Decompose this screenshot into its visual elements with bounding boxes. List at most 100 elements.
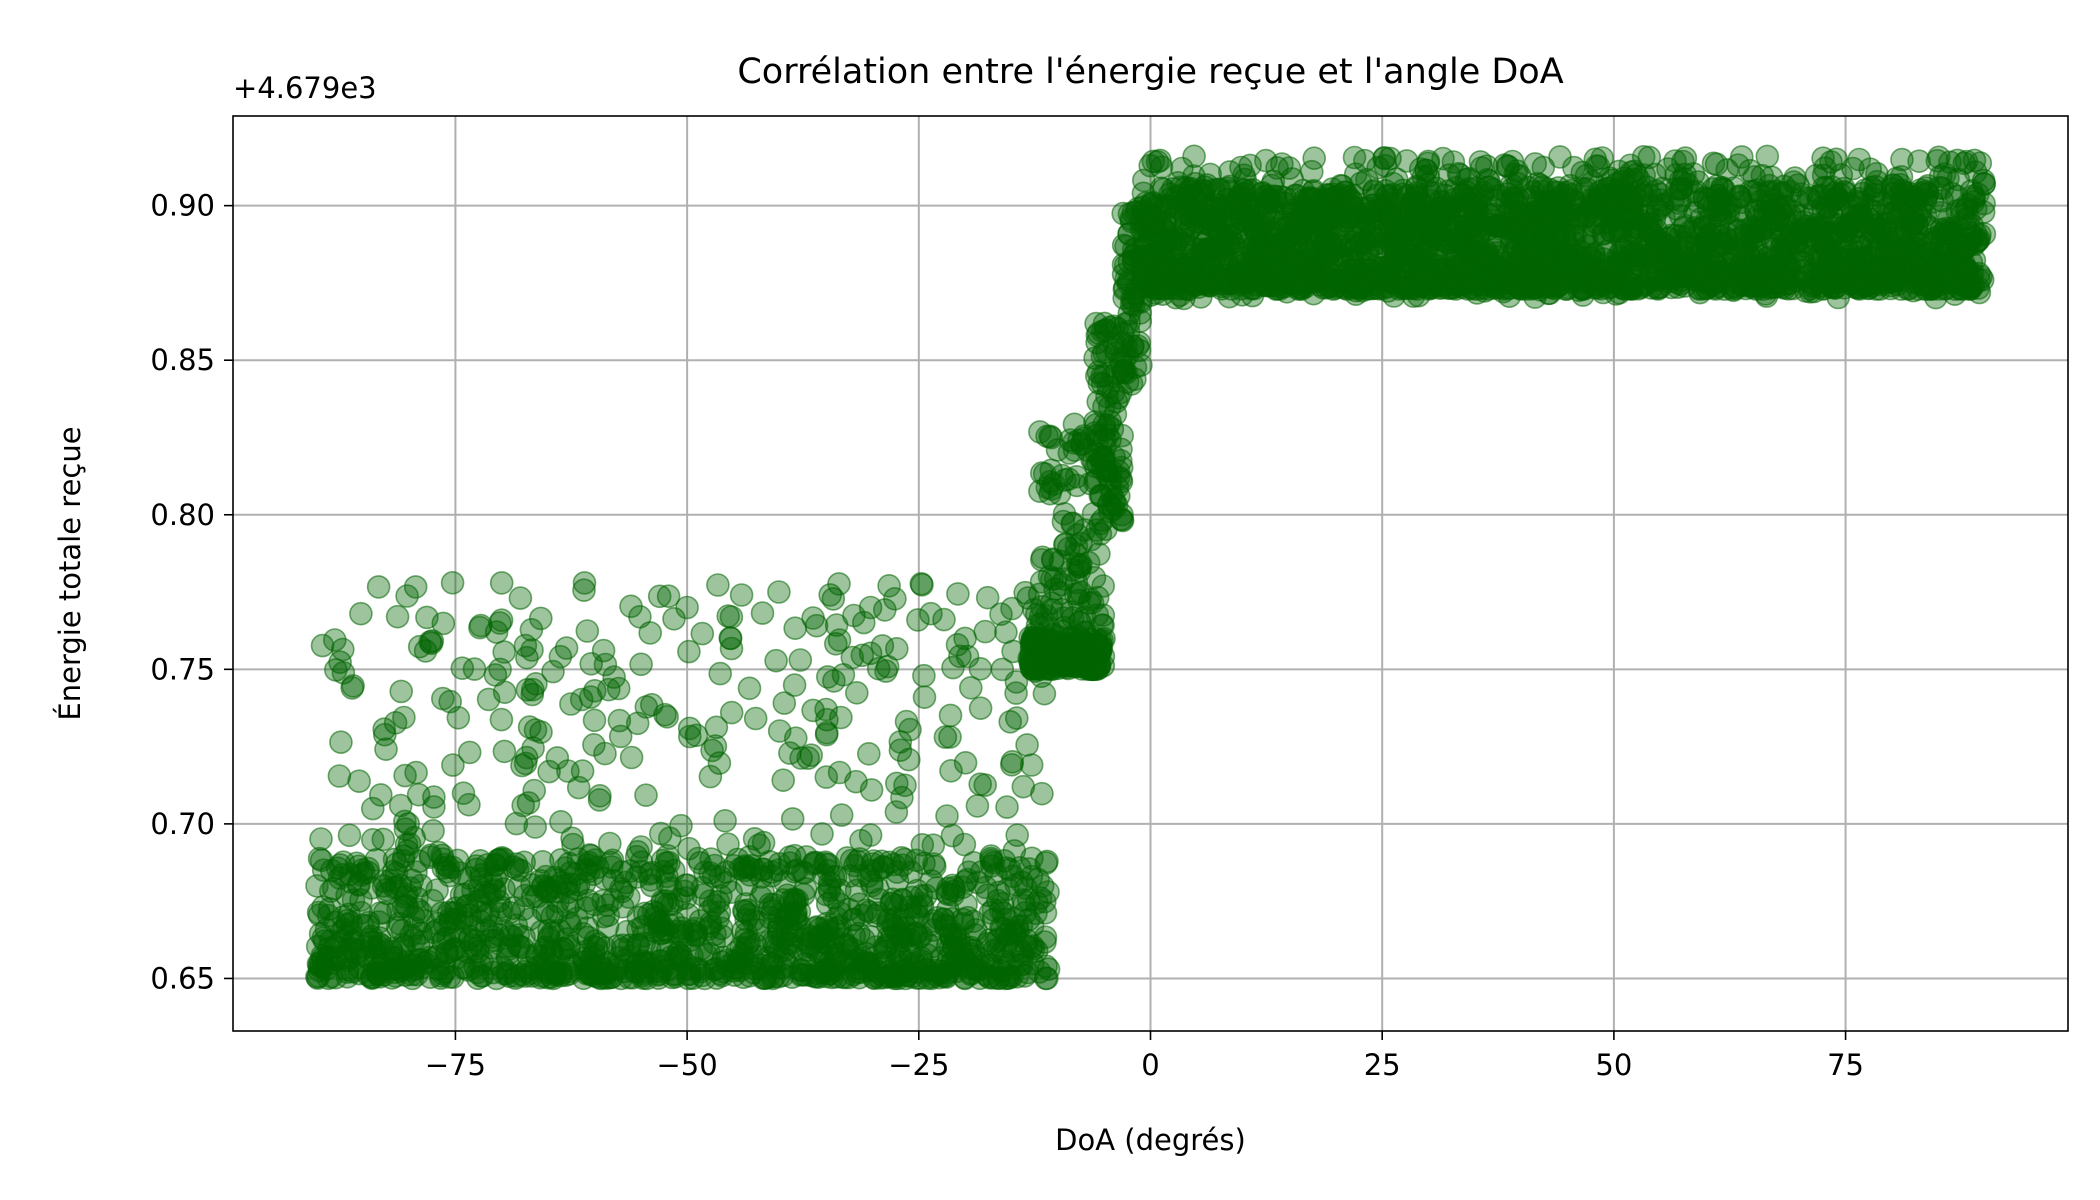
data-point (849, 828, 873, 853)
data-point (975, 585, 1000, 610)
data-point (1525, 171, 1550, 196)
data-point (1822, 232, 1846, 256)
data-point (331, 660, 356, 685)
data-point (942, 954, 967, 979)
data-point (734, 907, 759, 932)
data-point (998, 709, 1023, 734)
data-point (782, 673, 807, 697)
data-point (593, 741, 617, 766)
data-point (669, 813, 693, 838)
data-point (1506, 208, 1530, 233)
data-point (420, 629, 445, 653)
data-point (1456, 217, 1480, 242)
data-point (1087, 542, 1111, 566)
data-point (483, 663, 508, 687)
data-point (407, 933, 431, 958)
data-point (829, 803, 854, 827)
x-tick-label: 0 (1141, 1048, 1159, 1082)
data-point (1034, 851, 1058, 875)
x-tick-label: 75 (1827, 1048, 1864, 1082)
data-point (706, 573, 730, 597)
data-point (1686, 170, 1710, 194)
data-point (1743, 249, 1768, 274)
y-tick-label: 0.75 (150, 652, 215, 686)
y-tick-label: 0.65 (150, 961, 215, 995)
data-point (1583, 147, 1608, 172)
data-point (1011, 774, 1036, 799)
data-point (372, 722, 397, 747)
data-point (545, 746, 570, 770)
data-point (438, 689, 463, 714)
data-point (1120, 286, 1144, 311)
data-point (1195, 197, 1220, 221)
data-point (814, 765, 839, 789)
data-point (940, 823, 965, 848)
data-point (656, 584, 681, 609)
data-point (968, 772, 993, 797)
data-point (1824, 147, 1849, 172)
data-point (404, 760, 428, 785)
data-point (1508, 249, 1532, 273)
data-point (394, 832, 419, 857)
data-point (771, 888, 796, 912)
data-point (329, 730, 353, 755)
data-point (1229, 155, 1253, 180)
data-point (1425, 215, 1449, 240)
data-point (1548, 259, 1573, 284)
data-point (933, 725, 958, 749)
data-point (450, 656, 475, 681)
data-point (662, 962, 687, 986)
data-point (492, 739, 517, 764)
data-point (922, 854, 947, 879)
data-point (523, 815, 548, 839)
data-point (1280, 200, 1304, 225)
data-point (1846, 270, 1871, 294)
data-point (1620, 167, 1645, 192)
data-point (977, 964, 1001, 989)
data-point (759, 863, 784, 888)
x-tick-label: −50 (657, 1048, 718, 1082)
data-point (910, 572, 934, 597)
data-point (476, 687, 501, 712)
data-point (875, 654, 900, 679)
data-point (591, 904, 616, 929)
data-point (1143, 255, 1167, 280)
data-point (1065, 638, 1090, 663)
data-point (1019, 633, 1044, 657)
data-point (771, 768, 796, 793)
data-point (1110, 507, 1134, 532)
data-point (1528, 237, 1553, 262)
data-point (1178, 260, 1202, 285)
data-point (767, 580, 791, 604)
data-point (440, 938, 465, 963)
data-point (441, 753, 465, 777)
data-point (1292, 272, 1316, 297)
data-point (591, 957, 616, 982)
data-point (810, 822, 834, 846)
data-point (647, 584, 672, 609)
data-point (508, 586, 533, 610)
data-point (578, 685, 603, 709)
data-point (1084, 454, 1108, 479)
data-point (955, 867, 980, 892)
data-point (709, 884, 733, 908)
data-point (541, 659, 565, 684)
data-point (777, 845, 802, 869)
data-point (1744, 277, 1769, 301)
data-point (953, 750, 978, 775)
data-point (575, 619, 600, 643)
data-point (305, 874, 329, 898)
data-point (360, 796, 385, 821)
data-point (457, 740, 482, 765)
data-point (647, 910, 672, 935)
data-point (719, 605, 744, 629)
data-point (1970, 267, 1995, 292)
data-point (1417, 180, 1442, 205)
data-point (1239, 208, 1263, 232)
data-point (915, 966, 939, 990)
data-point (814, 722, 839, 747)
data-point (780, 807, 805, 831)
data-point (968, 696, 993, 721)
data-point (827, 572, 851, 596)
data-point (1128, 309, 1153, 333)
